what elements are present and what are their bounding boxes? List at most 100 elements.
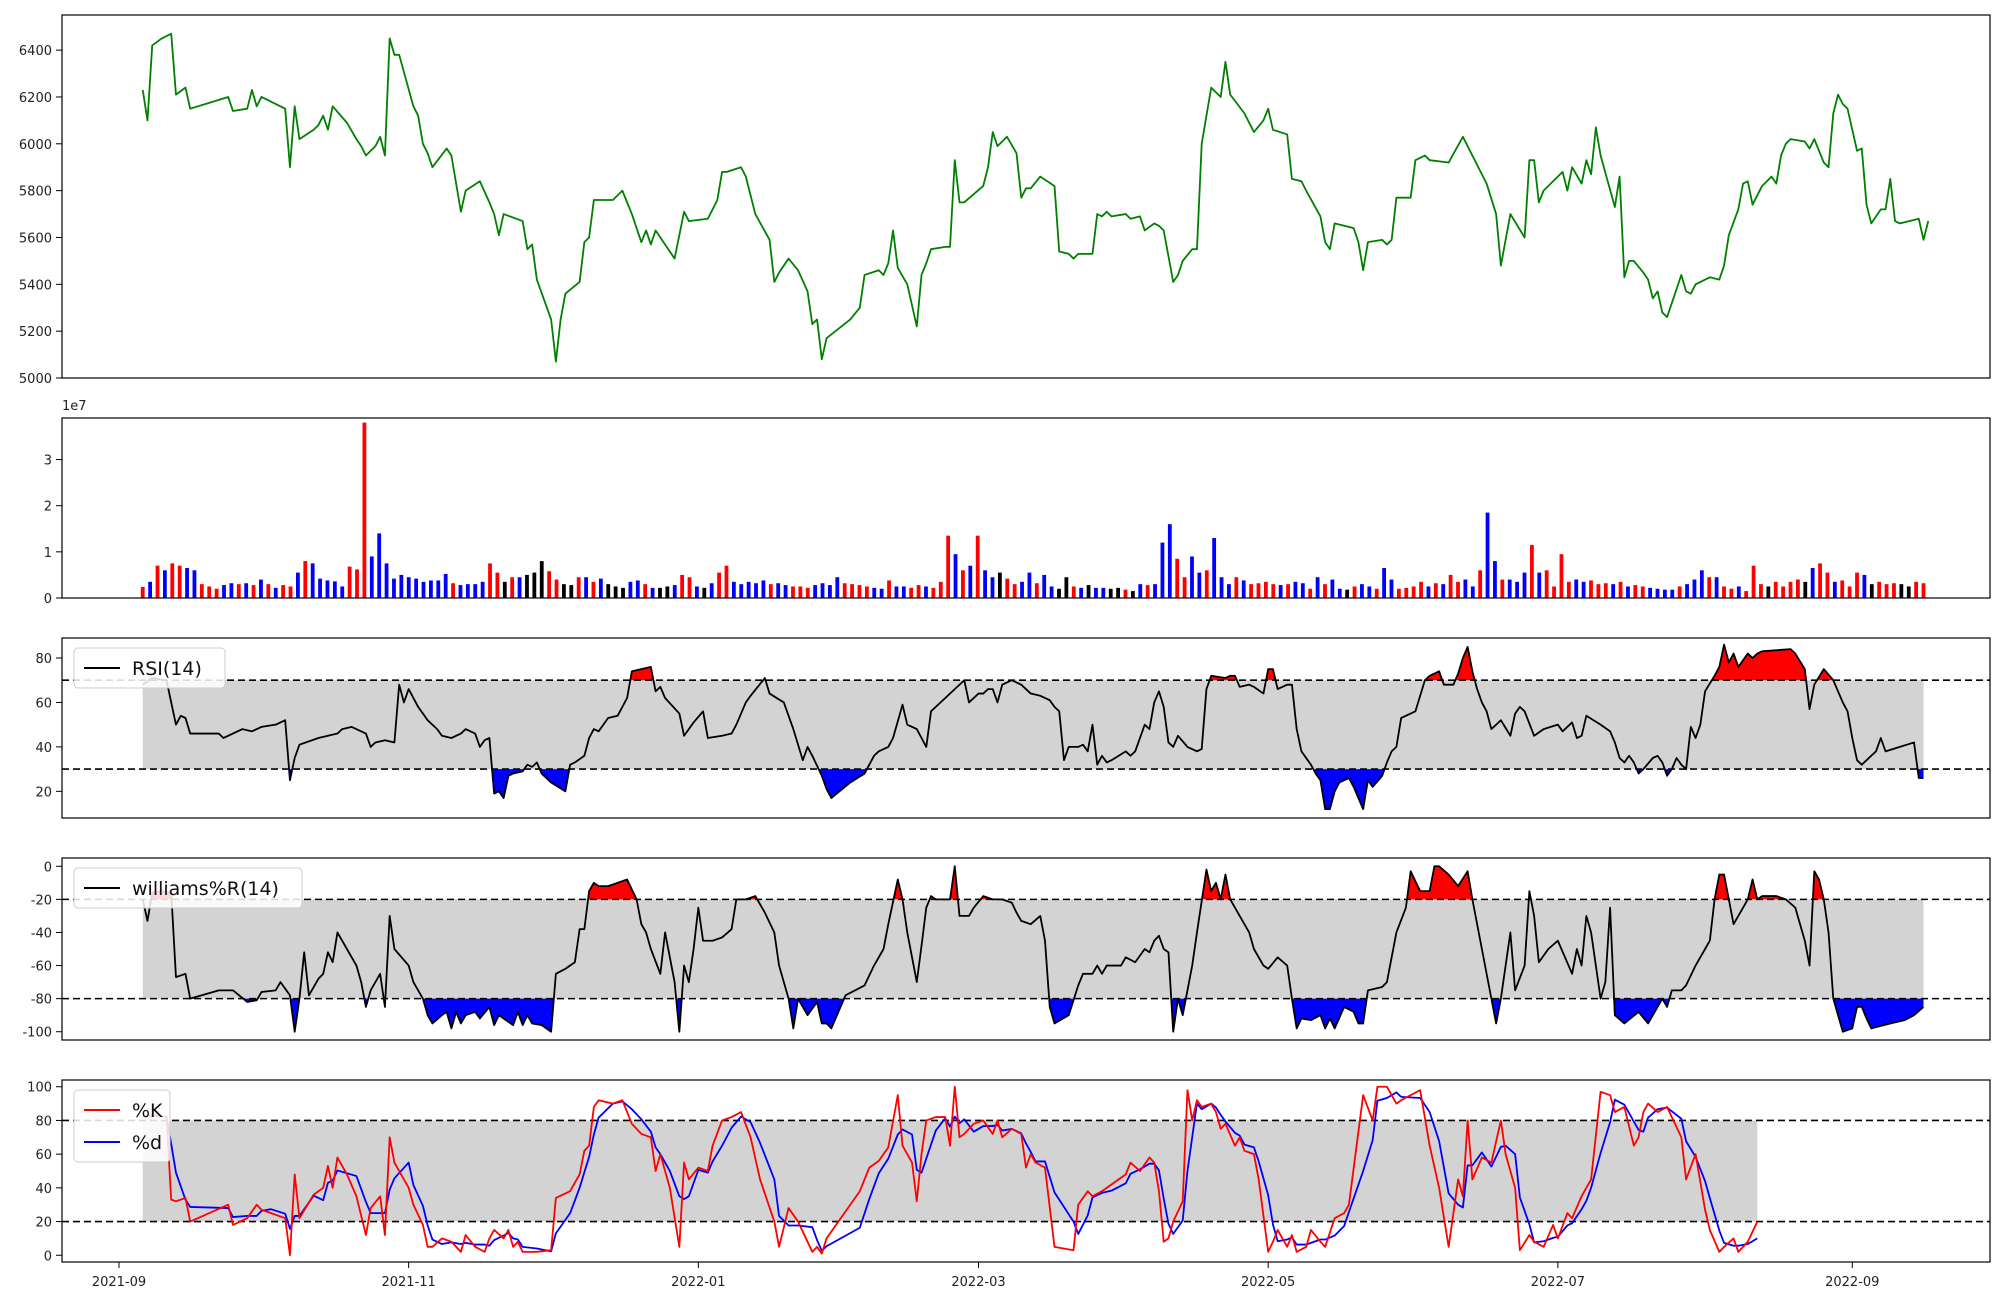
volume-bar [1640, 586, 1645, 598]
volume-bar [369, 556, 374, 598]
rsi-ytick-label: 80 [35, 652, 52, 667]
volume-bar [222, 585, 226, 598]
volume-bar [975, 535, 980, 598]
volume-bar [1899, 584, 1904, 598]
volume-bar [990, 577, 995, 598]
volume-bar [273, 587, 278, 598]
williams-overbought-fill [1812, 871, 1824, 900]
volume-bar [1012, 584, 1017, 598]
williams-legend [73, 867, 303, 909]
volume-bar [1227, 584, 1231, 598]
volume-bar [1182, 577, 1187, 598]
volume-bar [1633, 585, 1638, 598]
williams-overbought-fill [1201, 869, 1221, 900]
volume-bar [1840, 580, 1845, 598]
volume-bar [1862, 574, 1867, 598]
williams-oversold-fill [1491, 998, 1501, 1024]
volume-bar [480, 581, 485, 598]
x-tick-label: 2022-05 [1241, 1275, 1295, 1290]
volume-bar [399, 574, 404, 598]
volume-bar [1581, 581, 1586, 598]
volume-bar [1345, 589, 1350, 598]
williams-oversold-fill [1049, 998, 1075, 1024]
volume-ytick-label: 3 [44, 454, 52, 469]
williams-overbought-fill [1747, 879, 1758, 900]
volume-bar [229, 583, 234, 598]
volume-bar [798, 586, 803, 598]
williams-ytick-label: -60 [31, 960, 52, 975]
volume-bar [562, 584, 566, 598]
price-ytick-label: 5400 [19, 278, 52, 293]
volume-bar [569, 585, 574, 598]
rsi-legend [73, 647, 226, 689]
volume-bar [1869, 584, 1874, 598]
rsi-oversold-fill [539, 769, 570, 792]
volume-bar [1759, 584, 1763, 598]
stochastic-ytick-label: 40 [35, 1182, 52, 1197]
volume-bar [1781, 586, 1786, 598]
volume-bar [879, 588, 884, 598]
volume-bar [643, 584, 648, 598]
volume-bar [1722, 586, 1726, 598]
volume-bar [1670, 589, 1675, 598]
volume-bar [1529, 544, 1534, 598]
volume-bar [650, 587, 655, 598]
volume-bar [1544, 570, 1549, 598]
volume-bar [1877, 581, 1882, 598]
volume-bar [1315, 577, 1320, 598]
volume-bar [857, 585, 862, 598]
volume-bar [1574, 579, 1579, 598]
volume-bar [1190, 556, 1194, 598]
volume-bar [1441, 584, 1446, 598]
volume-bar [1160, 542, 1165, 598]
x-tick-label: 2022-07 [1531, 1275, 1585, 1290]
volume-bar [1478, 570, 1483, 598]
rsi-frame [61, 637, 1991, 819]
volume-bar [894, 586, 899, 598]
volume-bar [1500, 579, 1505, 598]
volume-bar [887, 580, 891, 598]
volume-bar [709, 583, 714, 598]
volume-bar [1618, 581, 1623, 598]
volume-bar [525, 574, 529, 598]
volume-bar [1204, 570, 1209, 598]
volume-bar [1470, 586, 1475, 598]
stochastic-legend-label: %K [132, 1100, 163, 1122]
volume-bar [236, 584, 241, 598]
volume-bar [665, 586, 670, 598]
rsi-oversold-fill [492, 769, 525, 798]
stochastic-ytick-label: 0 [44, 1249, 52, 1264]
stochastic-panel: 0 20 40 60 80 100 %K %d [27, 1079, 1991, 1264]
volume-bar [1589, 580, 1593, 598]
volume-bar [872, 587, 877, 598]
volume-bar [1655, 588, 1660, 598]
williams-oversold-fill [1833, 998, 1924, 1032]
volume-bar [155, 565, 160, 598]
volume-bar [554, 579, 559, 598]
williams-ytick-label: -40 [31, 926, 52, 941]
volume-bar [613, 586, 618, 598]
volume-bar [1892, 583, 1896, 598]
volume-bar [1648, 587, 1653, 598]
volume-bar [1197, 572, 1202, 598]
volume-bar [547, 571, 552, 598]
volume-bar [1034, 583, 1039, 598]
volume-bar [199, 584, 204, 598]
volume-bar [414, 578, 419, 598]
volume-bar [1736, 586, 1741, 598]
volume-bar [244, 583, 249, 598]
volume-bar [724, 565, 729, 598]
williams-overbought-fill [893, 879, 903, 900]
volume-bar [835, 577, 840, 598]
volume-bar [961, 570, 965, 598]
volume-bar [1522, 572, 1527, 598]
rsi-oversold-fill [818, 769, 867, 798]
x-tick-label: 2021-11 [381, 1275, 435, 1290]
volume-bar [1426, 586, 1431, 598]
volume-bar [1818, 563, 1822, 598]
volume-bar [148, 581, 153, 598]
williams-line [141, 865, 1925, 1033]
volume-bar [1707, 577, 1712, 598]
williams-band [142, 899, 1924, 999]
volume-bar [1396, 588, 1401, 598]
